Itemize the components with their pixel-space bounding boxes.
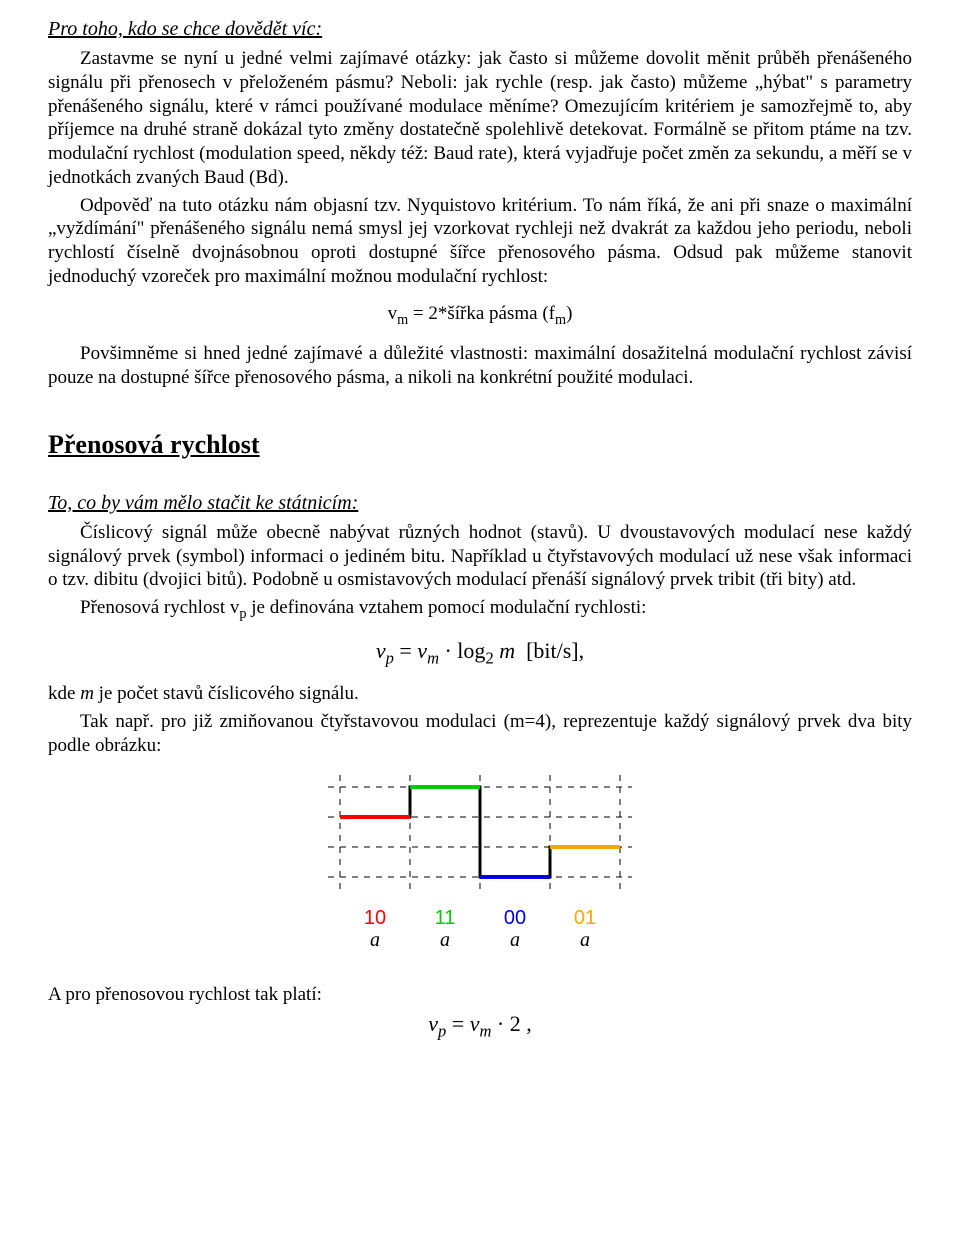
paragraph-3: Povšimněme si hned jedné zajímavé a důle… — [48, 342, 912, 390]
diagram-a-label: a — [340, 929, 410, 951]
modulation-diagram: 10110001 aaaa — [320, 767, 640, 951]
diagram-a-labels: aaaa — [340, 929, 640, 951]
paragraph-6: kde m je počet stavů číslicového signálu… — [48, 682, 912, 706]
section-title: Přenosová rychlost — [48, 430, 912, 460]
paragraph-8: A pro přenosovou rychlost tak platí: — [48, 983, 912, 1007]
diagram-a-label: a — [410, 929, 480, 951]
formula-vp2: vp = vm · 2 , — [48, 1011, 912, 1041]
paragraph-2: Odpověď na tuto otázku nám objasní tzv. … — [48, 194, 912, 289]
modulation-diagram-svg — [320, 767, 640, 907]
diagram-bit-label: 00 — [480, 907, 550, 929]
diagram-bit-label: 11 — [410, 907, 480, 929]
diagram-a-label: a — [550, 929, 620, 951]
subheading-more: Pro toho, kdo se chce dovědět víc: — [48, 18, 912, 41]
subheading-statnice: To, co by vám mělo stačit ke státnicím: — [48, 492, 912, 515]
paragraph-7: Tak např. pro již zmiňovanou čtyřstavovo… — [48, 710, 912, 758]
diagram-bit-label: 01 — [550, 907, 620, 929]
diagram-bit-labels: 10110001 — [340, 907, 640, 929]
formula-vp: vp = vm · log2 m [bit/s], — [48, 638, 912, 668]
diagram-bit-label: 10 — [340, 907, 410, 929]
paragraph-5: Přenosová rychlost vp je definována vzta… — [48, 596, 912, 624]
page: Pro toho, kdo se chce dovědět víc: Zasta… — [0, 0, 960, 1257]
paragraph-1: Zastavme se nyní u jedné velmi zajímavé … — [48, 47, 912, 190]
paragraph-4: Číslicový signál může obecně nabývat růz… — [48, 521, 912, 592]
formula-vm: vm = 2*šířka pásma (fm) — [48, 303, 912, 329]
diagram-a-label: a — [480, 929, 550, 951]
